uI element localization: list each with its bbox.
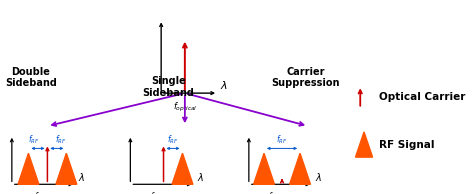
Text: Carrier
Suppression: Carrier Suppression bbox=[272, 67, 340, 88]
Text: $f_{optical}$: $f_{optical}$ bbox=[34, 191, 56, 194]
Text: $f_{RF}$: $f_{RF}$ bbox=[167, 133, 179, 146]
Text: $f_{optical}$: $f_{optical}$ bbox=[150, 191, 173, 194]
Text: $\lambda$: $\lambda$ bbox=[78, 171, 85, 183]
Text: $f_{RF}$: $f_{RF}$ bbox=[28, 133, 40, 146]
Text: Optical Carrier: Optical Carrier bbox=[379, 92, 465, 102]
Polygon shape bbox=[290, 153, 310, 184]
Polygon shape bbox=[56, 153, 77, 184]
Text: Single
Sideband: Single Sideband bbox=[142, 76, 194, 98]
Text: $f_{RF}$: $f_{RF}$ bbox=[276, 133, 288, 146]
Polygon shape bbox=[18, 153, 39, 184]
Text: $\lambda$: $\lambda$ bbox=[315, 171, 322, 183]
Text: $\lambda$: $\lambda$ bbox=[220, 79, 228, 91]
Text: $f_{optical}$: $f_{optical}$ bbox=[173, 101, 197, 114]
Polygon shape bbox=[254, 153, 274, 184]
Polygon shape bbox=[172, 153, 193, 184]
Text: Double
Sideband: Double Sideband bbox=[5, 67, 57, 88]
Text: RF Signal: RF Signal bbox=[379, 139, 435, 150]
Polygon shape bbox=[356, 132, 373, 157]
Text: $\lambda$: $\lambda$ bbox=[197, 171, 204, 183]
Text: $f_{RF}$: $f_{RF}$ bbox=[55, 133, 66, 146]
Text: $f_{optical}$: $f_{optical}$ bbox=[268, 191, 291, 194]
